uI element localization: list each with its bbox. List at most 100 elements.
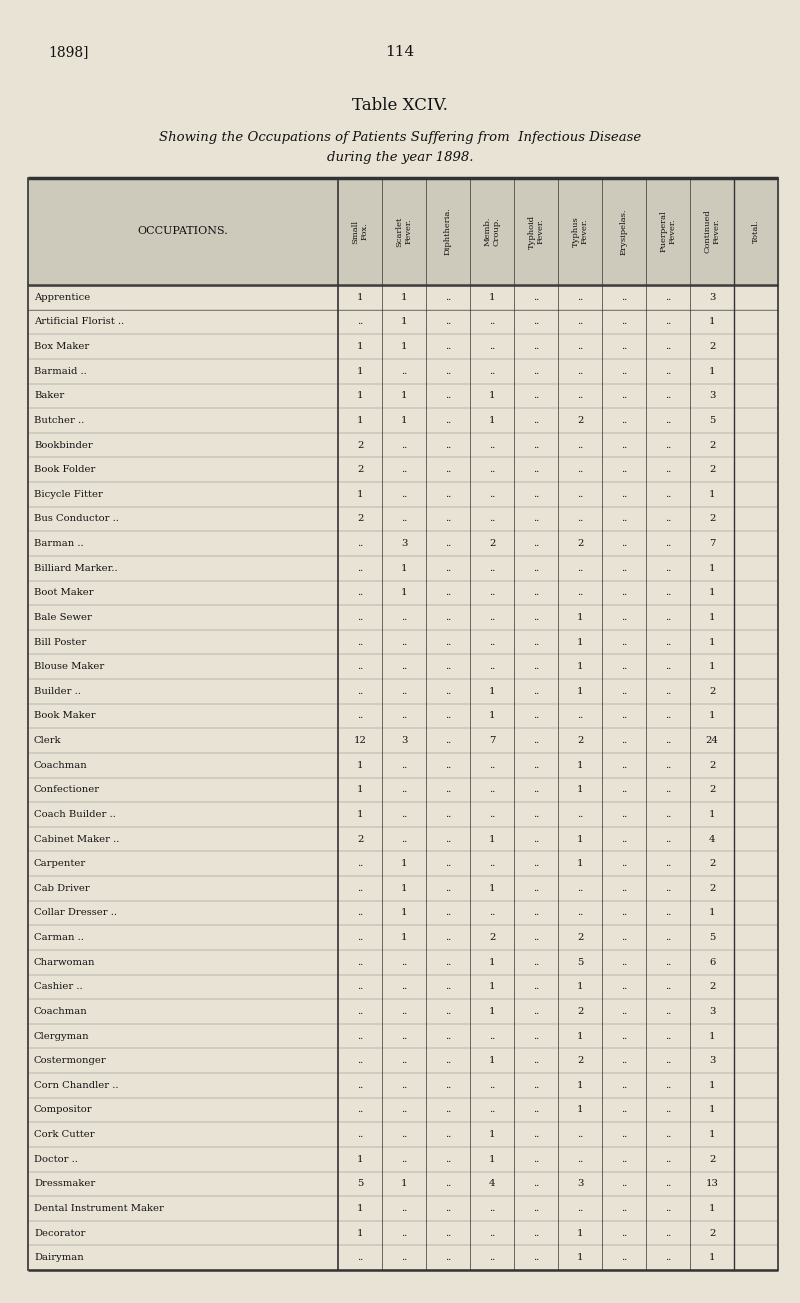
Text: Barman ..: Barman .. [34, 539, 84, 549]
Text: 1: 1 [489, 293, 495, 302]
Text: ..: .. [577, 810, 583, 820]
Text: 1: 1 [489, 1007, 495, 1016]
Text: ..: .. [621, 539, 627, 549]
Text: ..: .. [401, 982, 407, 992]
Text: 1: 1 [577, 1229, 583, 1238]
Text: ..: .. [489, 343, 495, 351]
Text: Dairyman: Dairyman [34, 1253, 84, 1263]
Text: Corn Chandler ..: Corn Chandler .. [34, 1080, 118, 1089]
Text: 2: 2 [489, 539, 495, 549]
Text: 1: 1 [357, 761, 363, 770]
Text: ..: .. [401, 612, 407, 622]
Text: ..: .. [533, 662, 539, 671]
Text: 1: 1 [577, 1032, 583, 1041]
Text: 1: 1 [357, 391, 363, 400]
Text: ..: .. [533, 1130, 539, 1139]
Text: 2: 2 [357, 834, 363, 843]
Text: 1: 1 [357, 366, 363, 375]
Text: ..: .. [665, 1007, 671, 1016]
Text: Artificial Florist ..: Artificial Florist .. [34, 318, 124, 327]
Text: Coach Builder ..: Coach Builder .. [34, 810, 116, 820]
Text: 2: 2 [357, 440, 363, 450]
Text: 2: 2 [357, 465, 363, 474]
Text: Charwoman: Charwoman [34, 958, 95, 967]
Text: ..: .. [445, 293, 451, 302]
Text: ..: .. [621, 440, 627, 450]
Text: Book Maker: Book Maker [34, 711, 96, 721]
Text: 3: 3 [709, 1007, 715, 1016]
Text: 1: 1 [401, 1179, 407, 1188]
Text: ..: .. [577, 515, 583, 524]
Text: ..: .. [665, 1204, 671, 1213]
Text: ..: .. [665, 662, 671, 671]
Text: ..: .. [357, 1007, 363, 1016]
Text: 1: 1 [401, 908, 407, 917]
Text: ..: .. [621, 1229, 627, 1238]
Text: 2: 2 [709, 786, 715, 795]
Text: 1: 1 [577, 1253, 583, 1263]
Text: 1: 1 [709, 1130, 715, 1139]
Text: 2: 2 [709, 515, 715, 524]
Text: ..: .. [533, 1007, 539, 1016]
Text: ..: .. [533, 612, 539, 622]
Text: 1: 1 [489, 391, 495, 400]
Text: ..: .. [489, 761, 495, 770]
Text: ..: .. [533, 539, 539, 549]
Text: ..: .. [445, 761, 451, 770]
Text: ..: .. [445, 1130, 451, 1139]
Text: ..: .. [621, 786, 627, 795]
Text: 1: 1 [401, 859, 407, 868]
Text: ..: .. [665, 539, 671, 549]
Text: ..: .. [357, 318, 363, 327]
Text: 1: 1 [357, 293, 363, 302]
Text: ..: .. [577, 343, 583, 351]
Text: 4: 4 [489, 1179, 495, 1188]
Text: 1: 1 [577, 982, 583, 992]
Text: ..: .. [489, 564, 495, 573]
Text: ..: .. [489, 589, 495, 597]
Text: ..: .. [445, 612, 451, 622]
Text: ..: .. [445, 1105, 451, 1114]
Text: 1: 1 [489, 687, 495, 696]
Text: Typhus
Fever.: Typhus Fever. [571, 216, 589, 246]
Text: 1: 1 [489, 1057, 495, 1065]
Text: during the year 1898.: during the year 1898. [326, 151, 474, 164]
Text: Carpenter: Carpenter [34, 859, 86, 868]
Text: ..: .. [621, 366, 627, 375]
Text: ..: .. [533, 343, 539, 351]
Text: ..: .. [445, 1154, 451, 1164]
Text: ..: .. [665, 1032, 671, 1041]
Text: ..: .. [665, 687, 671, 696]
Text: ..: .. [533, 711, 539, 721]
Text: 1: 1 [709, 490, 715, 499]
Text: ..: .. [533, 589, 539, 597]
Text: ..: .. [401, 1057, 407, 1065]
Text: Dental Instrument Maker: Dental Instrument Maker [34, 1204, 164, 1213]
Text: 1: 1 [709, 662, 715, 671]
Text: Costermonger: Costermonger [34, 1057, 106, 1065]
Bar [28, 179, 778, 285]
Text: ..: .. [621, 1154, 627, 1164]
Text: ..: .. [621, 736, 627, 745]
Text: ..: .. [665, 982, 671, 992]
Text: ..: .. [445, 908, 451, 917]
Text: 12: 12 [354, 736, 366, 745]
Text: 1: 1 [577, 662, 583, 671]
Text: ..: .. [577, 1204, 583, 1213]
Text: ..: .. [621, 637, 627, 646]
Text: ..: .. [445, 564, 451, 573]
Text: 3: 3 [709, 1057, 715, 1065]
Text: ..: .. [533, 564, 539, 573]
Text: ..: .. [357, 1080, 363, 1089]
Text: ..: .. [665, 883, 671, 893]
Text: ..: .. [665, 786, 671, 795]
Text: ..: .. [533, 908, 539, 917]
Text: 1: 1 [709, 564, 715, 573]
Text: ..: .. [533, 366, 539, 375]
Text: 2: 2 [577, 736, 583, 745]
Text: 1: 1 [401, 589, 407, 597]
Text: ..: .. [401, 515, 407, 524]
Text: 1: 1 [577, 1105, 583, 1114]
Text: 1: 1 [709, 810, 715, 820]
Text: ..: .. [489, 1080, 495, 1089]
